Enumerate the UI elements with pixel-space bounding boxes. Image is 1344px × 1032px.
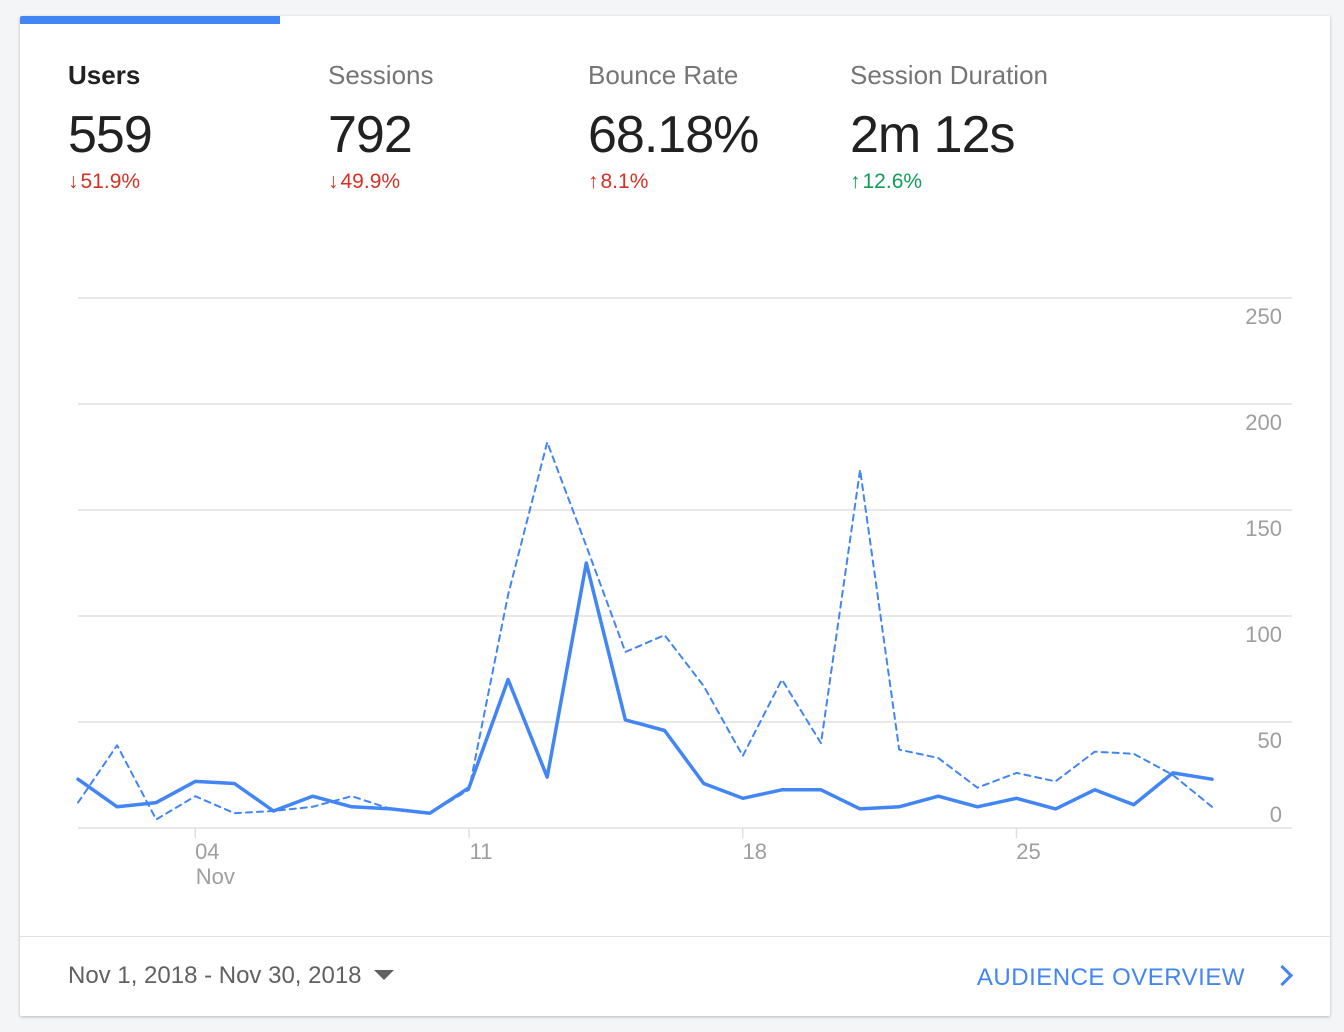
x-tick-label: 25	[1016, 839, 1040, 864]
y-tick-label: 50	[1258, 728, 1282, 753]
y-tick-label: 100	[1245, 622, 1282, 647]
x-tick-label: 11	[470, 839, 493, 864]
metric-value: 792	[328, 106, 413, 164]
y-tick-label: 150	[1245, 516, 1282, 541]
metric-value: 2m 12s	[850, 106, 1016, 164]
audience-card: Users 559 ↓51.9% Sessions 792 ↓49.9% Bou…	[20, 16, 1330, 1016]
metric-tab-users[interactable]: Users 559 ↓51.9%	[68, 58, 153, 196]
metric-tab-sessions[interactable]: Sessions 792 ↓49.9%	[328, 58, 434, 196]
metric-value: 559	[68, 106, 153, 164]
metric-value: 68.18%	[588, 106, 759, 164]
caret-down-icon	[373, 969, 394, 980]
arrow-up-icon: ↑	[588, 170, 599, 193]
metric-label: Session Duration	[850, 60, 1048, 90]
card-footer: Nov 1, 2018 - Nov 30, 2018 AUDIENCE OVER…	[20, 936, 1330, 1016]
metric-tab-session-duration[interactable]: Session Duration 2m 12s ↑12.6%	[850, 58, 1048, 196]
arrow-down-icon: ↓	[328, 170, 339, 193]
audience-overview-link[interactable]: AUDIENCE OVERVIEW	[976, 961, 1294, 995]
date-range-label: Nov 1, 2018 - Nov 30, 2018	[68, 962, 362, 989]
chart-grid	[78, 297, 1292, 838]
chart-series	[76, 441, 1214, 821]
metric-tab-bounce-rate[interactable]: Bounce Rate 68.18% ↑8.1%	[588, 58, 759, 196]
y-tick-label: 200	[1245, 410, 1282, 435]
series-line-previous-period	[77, 441, 1213, 821]
x-tick-label: 18	[743, 839, 767, 864]
arrow-up-icon: ↑	[850, 170, 861, 193]
chevron-right-icon	[1271, 964, 1294, 987]
audience-overview-label: AUDIENCE OVERVIEW	[976, 964, 1245, 991]
y-tick-label: 0	[1270, 802, 1282, 827]
metric-change: ↑8.1%	[588, 168, 758, 196]
metric-label: Sessions	[328, 60, 434, 90]
x-tick-sublabel: Nov	[196, 864, 235, 889]
y-tick-label: 250	[1245, 304, 1282, 329]
series-line-current-period	[76, 561, 1214, 815]
metric-change: ↑12.6%	[850, 168, 1048, 196]
x-tick-label: 04	[195, 839, 219, 864]
metric-change: ↓49.9%	[328, 168, 434, 196]
date-range-selector[interactable]: Nov 1, 2018 - Nov 30, 2018	[68, 959, 394, 993]
metric-label: Users	[68, 60, 141, 90]
metric-label: Bounce Rate	[588, 60, 739, 90]
active-tab-indicator	[20, 16, 280, 24]
metric-change: ↓51.9%	[68, 168, 152, 196]
arrow-down-icon: ↓	[68, 170, 79, 193]
